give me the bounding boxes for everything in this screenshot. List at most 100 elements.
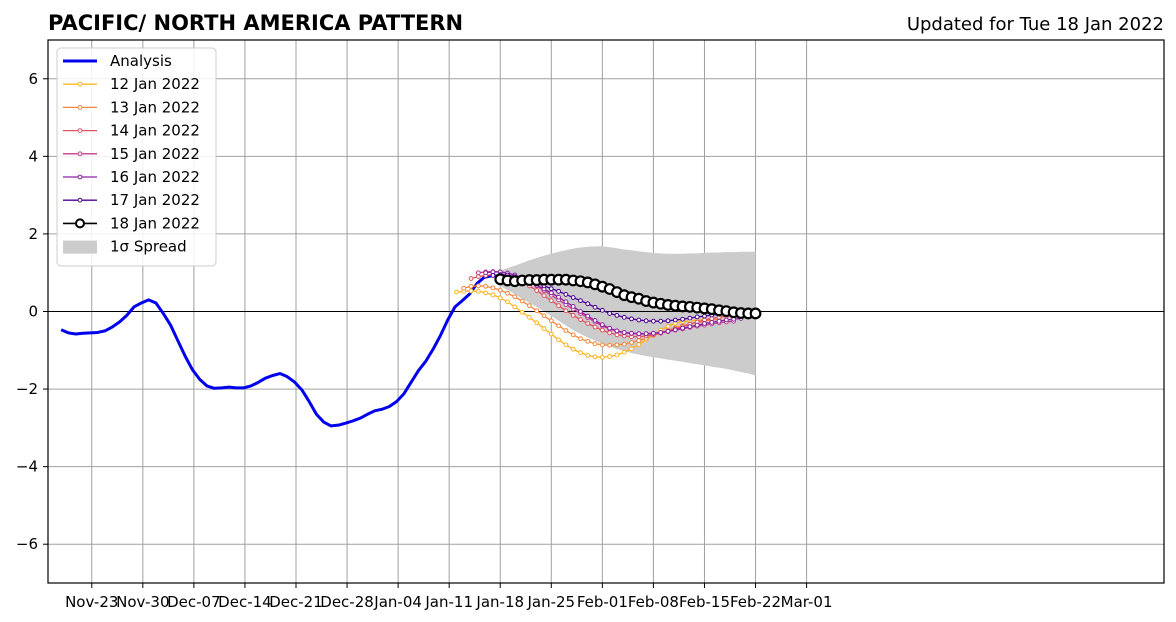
forecast-point [629,340,634,345]
forecast-point [541,293,547,298]
forecast-point [599,327,605,333]
forecast-point [563,292,569,297]
forecast-point [534,308,540,314]
x-tick-label: Dec-14 [218,593,272,611]
forecast-point [680,316,685,322]
legend-label: 13 Jan 2022 [110,98,200,116]
forecast-point [629,330,634,336]
forecast-point [599,342,605,348]
forecast-point [556,303,561,309]
forecast-point [651,318,656,324]
forecast-point [570,346,576,352]
legend-marker [75,218,85,229]
forecast-point [548,331,554,337]
forecast-point [570,304,576,309]
legend-entry: 14 Jan 2022 [63,122,200,140]
legend-entry: 1σ Spread [63,238,187,256]
legend-entry: 13 Jan 2022 [63,98,200,116]
x-tick-label: Mar-01 [781,593,833,611]
forecast-point [548,318,554,324]
forecast-point [475,270,481,276]
forecast-point [636,342,642,347]
forecast-point [702,313,707,319]
legend-entry: 12 Jan 2022 [63,75,200,93]
forecast-point [527,303,532,309]
forecast-point [497,295,503,301]
forecast-point [505,299,510,305]
forecast-point [556,337,561,343]
forecast-point [687,324,693,330]
forecast-point [563,328,569,333]
legend-marker [77,151,83,157]
forecast-point [658,330,664,335]
forecast-point [556,294,561,300]
forecast-point [475,288,481,294]
x-tick-label: Feb-01 [577,593,628,611]
forecast-point [541,313,547,319]
forecast-point [468,288,474,294]
forecast-point [468,283,474,289]
forecast-point [592,318,598,323]
forecast-point [519,298,525,304]
forecast-point [548,290,554,296]
x-tick-label: Feb-15 [679,593,730,611]
forecast-point [629,346,634,352]
y-tick-label: −2 [16,380,38,398]
forecast-point [614,312,620,318]
x-tick-label: Nov-23 [65,593,118,611]
forecast-point [556,323,561,329]
x-tick-label: Nov-30 [116,593,169,611]
forecast-point [534,288,540,293]
forecast-point [709,319,715,325]
forecast-point [512,304,518,310]
y-tick-label: 4 [28,147,38,165]
forecast-point [556,288,561,294]
forecast-point [512,294,518,300]
forecast-point [607,354,613,359]
forecast-point [548,298,554,304]
forecast-point [592,324,598,330]
legend-entry: 17 Jan 2022 [63,191,200,209]
y-tick-label: 0 [28,303,38,321]
forecast-point [570,332,576,338]
forecast-point [468,276,474,281]
forecast-point [483,290,489,296]
legend-marker [77,105,83,110]
x-tick-label: Jan-04 [373,593,422,611]
forecast-point [607,342,613,348]
forecast-point [548,286,554,292]
forecast-point [665,323,671,329]
forecast-point [680,325,685,331]
legend-entry: 15 Jan 2022 [63,145,200,163]
forecast-point [497,287,503,293]
legend-entry: Analysis [63,52,172,70]
legend-label: Analysis [110,52,172,70]
forecast-point [599,322,605,328]
forecast-point [749,307,762,320]
forecast-point [534,320,540,326]
y-tick-label: −6 [16,535,38,553]
chart-updated-date: Updated for Tue 18 Jan 2022 [907,14,1164,35]
forecast-point [636,331,642,337]
y-tick-label: 2 [28,225,38,243]
forecast-point [672,327,678,333]
forecast-point [483,283,489,289]
legend-label: 15 Jan 2022 [110,145,200,163]
forecast-point [607,311,613,316]
forecast-point [519,309,525,315]
forecast-point [607,330,613,336]
x-tick-label: Dec-28 [320,593,374,611]
forecast-point [585,338,591,344]
forecast-point [621,341,627,347]
x-tick-label: Jan-25 [526,593,575,611]
forecast-point [585,313,591,319]
forecast-point [475,274,481,279]
forecast-point [687,315,693,321]
x-tick-label: Jan-11 [424,593,473,611]
forecast-point [527,314,532,320]
forecast-point [578,317,583,323]
forecast-series [494,273,762,320]
forecast-point [629,316,634,322]
legend-marker [77,174,83,180]
